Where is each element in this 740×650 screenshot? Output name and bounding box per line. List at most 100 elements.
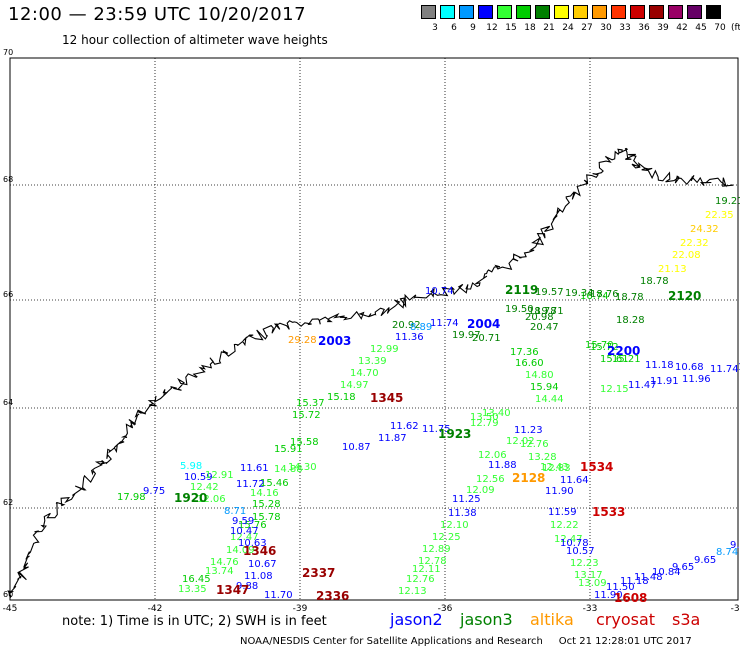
wave-height-value: 13.39 <box>358 356 387 367</box>
wave-height-value: 11.87 <box>378 433 407 444</box>
wave-height-value: 29.28 <box>288 335 317 346</box>
map-frame <box>9 57 739 601</box>
wave-height-value: 12.83 <box>542 463 571 474</box>
wave-height-value: 10.63 <box>238 538 267 549</box>
wave-height-value: 22.32 <box>680 238 709 249</box>
wave-height-value: 12.47 <box>230 532 259 543</box>
wave-height-value: 14.09 <box>226 545 255 556</box>
wave-height-value: 12.09 <box>466 485 495 496</box>
footer-note: note: 1) Time is in UTC; 2) SWH is in fe… <box>62 614 327 629</box>
wave-height-value: 12.56 <box>476 474 505 485</box>
scale-swatch <box>706 5 721 19</box>
scale-swatch <box>573 5 588 19</box>
legend-item-jason2: jason2 <box>390 610 443 629</box>
scale-label: 45 <box>695 23 707 33</box>
scale-swatch <box>630 5 645 19</box>
wave-height-value: 11.90 <box>594 590 623 601</box>
wave-height-value: 9.65 <box>672 562 694 573</box>
track-time-label: 1923 <box>438 427 471 441</box>
wave-height-value: 15.46 <box>260 478 289 489</box>
wave-height-value: 15.37 <box>296 398 325 409</box>
wave-height-value: 9.7 <box>730 540 740 551</box>
wave-height-value: 14.16 <box>250 488 279 499</box>
lon-tick-label: -39 <box>293 604 308 614</box>
wave-height-value: 19.97 <box>452 330 481 341</box>
lat-tick-label: 70 <box>3 48 13 57</box>
track-time-label: 2336 <box>316 589 349 603</box>
wave-height-value: 14.30 <box>288 462 317 473</box>
lon-tick-label: -33 <box>583 604 598 614</box>
wave-height-value: 14.97 <box>340 380 369 391</box>
scale-label: 6 <box>451 23 457 33</box>
wave-height-value: 11.47 <box>628 380 657 391</box>
wave-height-value: 13.74 <box>205 566 234 577</box>
wave-height-value: 15.21 <box>612 354 641 365</box>
lon-tick-label: -36 <box>438 604 453 614</box>
wave-height-value: 10.84 <box>652 567 681 578</box>
wave-height-value: 12.10 <box>440 520 469 531</box>
scale-swatch <box>535 5 550 19</box>
scale-swatch <box>592 5 607 19</box>
wave-height-value: 15.91 <box>274 444 303 455</box>
scale-label: 42 <box>676 23 688 33</box>
wave-height-value: 9.59 <box>232 516 254 527</box>
scale-swatch <box>687 5 702 19</box>
wave-height-value: 14.80 <box>525 370 554 381</box>
track-time-label: 1345 <box>370 391 403 405</box>
wave-height-value: 17.36 <box>510 347 539 358</box>
wave-height-value: 14.88 <box>274 464 303 475</box>
wave-height-value: 19.71 <box>535 306 564 317</box>
lon-tick-label: -42 <box>148 604 163 614</box>
wave-height-value: 12.79 <box>470 418 499 429</box>
wave-height-value: 20.47 <box>530 322 559 333</box>
wave-height-value: 11.70 <box>264 590 293 601</box>
track-time-label: 2128 <box>512 471 545 485</box>
wave-height-value: 12.22 <box>550 520 579 531</box>
track-time-label: 1534 <box>580 460 613 474</box>
wave-height-value: 15.94 <box>530 382 559 393</box>
wave-height-value: 14.70 <box>350 368 379 379</box>
wave-height-value: 15.72 <box>292 410 321 421</box>
track-time-label: 1533 <box>592 505 625 519</box>
wave-height-value: 8.71 <box>224 506 246 517</box>
wave-height-value: 12.78 <box>418 556 447 567</box>
scale-label: 33 <box>619 23 631 33</box>
wave-height-value: 11.25 <box>452 494 481 505</box>
lat-tick-label: 60 <box>3 590 13 599</box>
wave-height-value: 10.59 <box>184 472 213 483</box>
wave-height-value: 15.78 <box>252 512 281 523</box>
credit-timestamp: Oct 21 12:28:01 UTC 2017 <box>558 636 692 647</box>
wave-height-value: 9.88 <box>236 581 258 592</box>
scale-label: 3 <box>432 23 438 33</box>
wave-height-value: 20.92 <box>392 320 421 331</box>
wave-height-value: 13.28 <box>528 452 557 463</box>
wave-height-value: 10.47 <box>230 526 259 537</box>
wave-height-value: 19.50 <box>505 304 534 315</box>
scale-swatch <box>440 5 455 19</box>
wave-height-value: 11.96 <box>682 374 711 385</box>
wave-height-value: 12.99 <box>370 344 399 355</box>
scale-label: 24 <box>562 23 574 33</box>
wave-height-value: 18.76 <box>590 289 619 300</box>
wave-height-value: 24.32 <box>690 224 719 235</box>
wave-height-value: 8.74 <box>716 547 738 558</box>
wave-height-value: 15.61 <box>600 354 629 365</box>
wave-height-value: 11.64 <box>560 475 589 486</box>
credit-text: NOAA/NESDIS Center for Satellite Applica… <box>240 636 543 647</box>
wave-height-value: 19.21 <box>715 196 740 207</box>
lat-tick-label: 64 <box>3 398 13 407</box>
wave-height-value: 12.25 <box>432 532 461 543</box>
scale-label: 70 <box>714 23 726 33</box>
wave-height-value: 11.08 <box>244 571 273 582</box>
wave-height-value: 18.78 <box>640 276 669 287</box>
wave-height-value: 11.74 <box>430 318 459 329</box>
legend-item-jason3: jason3 <box>460 610 513 629</box>
scale-swatch <box>554 5 569 19</box>
scale-swatch <box>478 5 493 19</box>
wave-height-value: 13.40 <box>482 408 511 419</box>
wave-height-value: 11.50 <box>606 582 635 593</box>
wave-height-value: 12.91 <box>205 470 234 481</box>
wave-height-value: 12.11 <box>412 564 441 575</box>
wave-height-value: 10.1 <box>738 362 740 373</box>
wave-height-value: 10.68 <box>675 362 704 373</box>
